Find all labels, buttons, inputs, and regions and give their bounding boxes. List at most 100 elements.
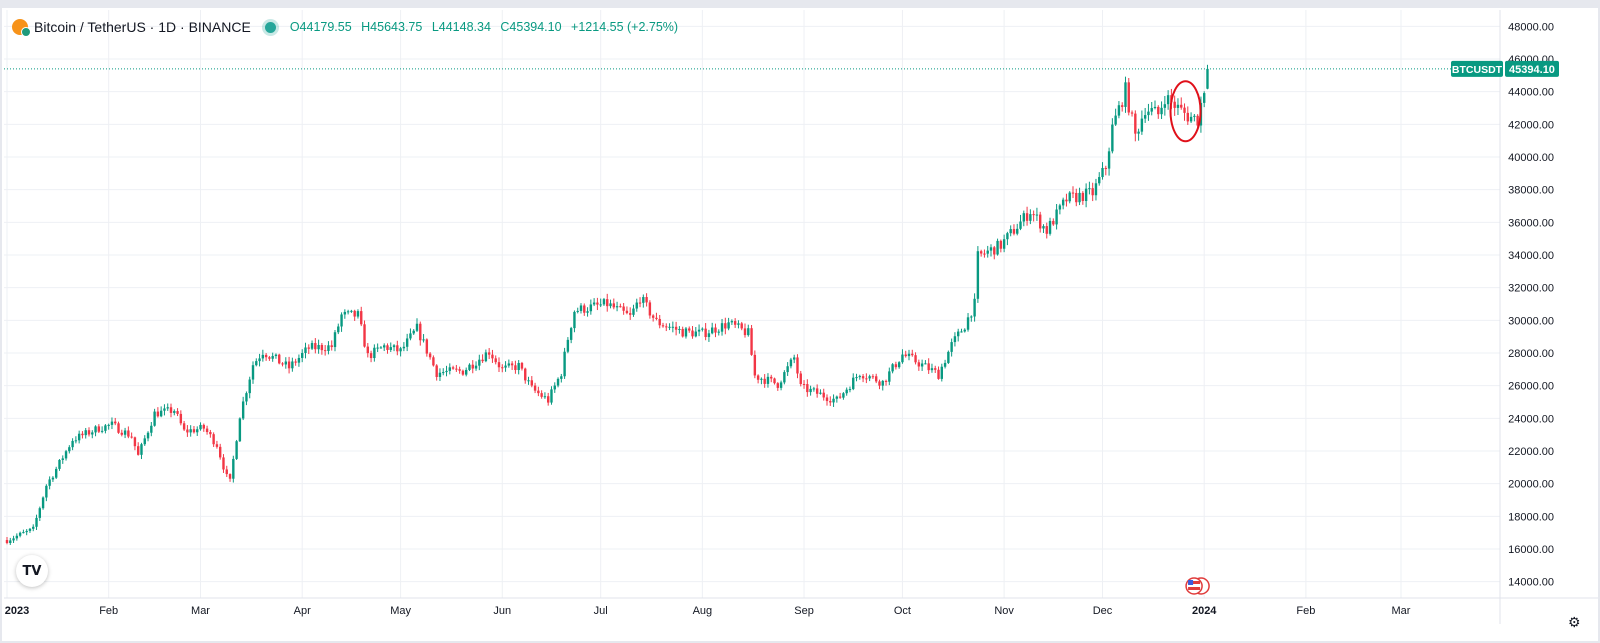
candle-body [550, 389, 553, 403]
candle-body [333, 332, 337, 348]
flag-stripe [1188, 581, 1201, 584]
candle-body [455, 368, 458, 370]
candle-body [615, 306, 619, 308]
candle-body [537, 390, 540, 394]
candle-body [81, 433, 84, 436]
candle-body [287, 361, 291, 369]
candle-body [428, 353, 432, 358]
candle-body [130, 436, 133, 438]
candle-body [629, 313, 632, 315]
candle-body [1094, 183, 1098, 196]
candle-body [301, 352, 304, 358]
candle-body [1048, 220, 1052, 234]
bitcoin-icon [12, 19, 31, 37]
candle-body [1006, 233, 1009, 240]
candle-body [510, 363, 514, 366]
candle-body [609, 303, 612, 307]
flag-canton [1188, 580, 1194, 585]
time-axis[interactable]: 2023 Feb Mar Apr May Jun Jul Aug Sep Oct Nov Dec 202… [5, 605, 1411, 617]
candle-body [940, 366, 943, 379]
candle-body [750, 328, 753, 355]
candle-body [779, 382, 783, 388]
candle-body [927, 363, 930, 371]
candle-body [350, 310, 353, 312]
open-value: O44179.55 [289, 20, 352, 34]
tradingview-logo-icon[interactable]: TV [16, 555, 48, 587]
price-tick-label: 20000.00 [1508, 479, 1554, 491]
candle-body [684, 328, 688, 337]
candle-body [881, 380, 884, 386]
candle-body [592, 302, 596, 305]
candle-body [599, 304, 602, 306]
candle-body [648, 302, 652, 316]
candle-body [127, 430, 130, 437]
candle-body [51, 477, 55, 480]
candle-body [74, 440, 78, 442]
price-tick-label: 24000.00 [1508, 413, 1554, 425]
candle-body [707, 333, 711, 338]
candle-body [960, 331, 963, 333]
candle-body [212, 434, 215, 445]
candle-body [91, 432, 94, 435]
candle-body [1134, 113, 1137, 134]
candle-body [589, 304, 593, 312]
candle-body [697, 329, 701, 332]
candle-body [369, 353, 373, 359]
candle-body [327, 345, 330, 351]
candle-body [228, 474, 232, 479]
candle-body [25, 530, 28, 533]
candle-body [1140, 118, 1144, 132]
candle-body [642, 297, 645, 303]
candle-body [560, 376, 563, 379]
candle-body [471, 364, 474, 369]
candle-body [904, 354, 907, 357]
candle-body [258, 358, 261, 362]
price-axis[interactable]: 14000.00 16000.00 18000.00 20000.00 22000.00… [1451, 21, 1559, 589]
price-tick-label: 48000.00 [1508, 21, 1554, 33]
candle-body [159, 410, 163, 417]
candle-body [1029, 214, 1032, 221]
candle-body [1180, 104, 1183, 108]
candle-body [415, 323, 419, 331]
candle-body [838, 396, 842, 398]
price-tick-label: 32000.00 [1508, 283, 1554, 295]
candle-body [487, 352, 491, 355]
symbol-title[interactable]: Bitcoin / TetherUS · 1D · BINANCE [34, 19, 251, 35]
candle-body [392, 345, 396, 348]
candle-body [182, 423, 186, 430]
candle-body [48, 479, 51, 486]
candle-body [547, 396, 550, 403]
candle-body [238, 418, 242, 442]
candle-body [484, 352, 488, 362]
price-tick-label: 38000.00 [1508, 185, 1554, 197]
gear-icon[interactable]: ⚙ [1568, 614, 1581, 630]
candle-body [412, 330, 415, 334]
candle-body [1091, 188, 1094, 196]
candle-body [1121, 105, 1124, 107]
candle-body [55, 468, 58, 478]
candle-body [225, 469, 228, 475]
candle-body [865, 378, 868, 380]
candle-body [704, 328, 707, 338]
candle-body [1163, 104, 1167, 108]
candle-body [1039, 214, 1042, 229]
candle-body [461, 370, 465, 375]
candle-body [5, 540, 9, 543]
candle-body [389, 347, 392, 350]
candle-body [714, 327, 717, 333]
price-tick-label: 40000.00 [1508, 152, 1554, 164]
grid-lines [4, 10, 1598, 624]
candle-body [1012, 229, 1016, 234]
candles [5, 64, 1209, 545]
candle-body [825, 397, 829, 402]
candle-body [845, 389, 848, 394]
candle-body [1124, 82, 1127, 107]
ohlc-values: O44179.55 H45643.75 L44148.34 C45394.10 … [290, 20, 684, 34]
candle-body [507, 363, 511, 366]
candle-body [61, 458, 64, 460]
candle-body [1147, 111, 1150, 116]
time-tick-label: Mar [1392, 605, 1411, 617]
candle-body [527, 380, 530, 382]
candle-body [819, 392, 822, 394]
